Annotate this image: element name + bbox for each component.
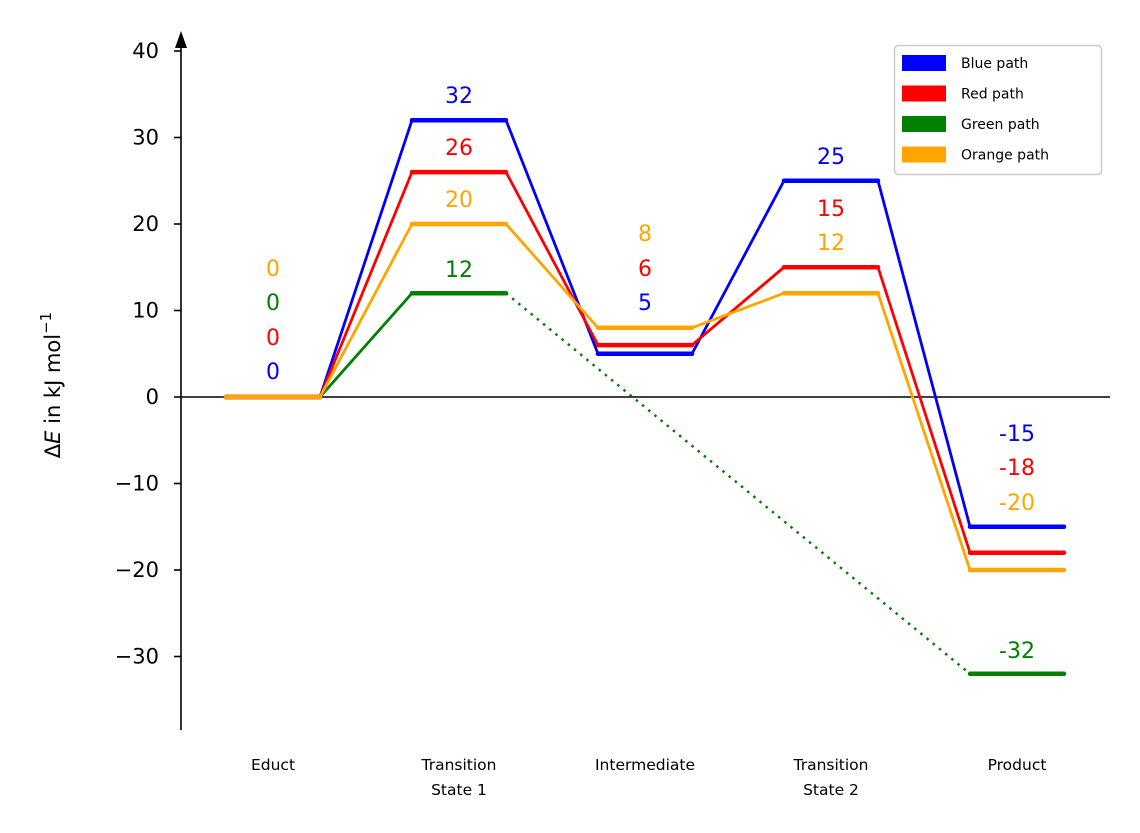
y-axis-arrow: [175, 31, 187, 48]
value-label: 0: [266, 257, 280, 282]
connector-line: [504, 223, 600, 329]
y-tick-label: 30: [132, 126, 159, 150]
y-tick-label: 20: [132, 212, 159, 236]
x-category-label: State 2: [803, 781, 859, 799]
connector-line: [691, 266, 785, 347]
x-category-label: Educt: [251, 756, 295, 774]
x-category-label: State 1: [431, 781, 487, 799]
x-category-label: Transition: [793, 756, 869, 774]
legend-swatch: [902, 146, 946, 163]
series-orange-path: [223, 221, 1067, 573]
series-blue-path: [223, 117, 1067, 529]
connector-line: [876, 266, 972, 554]
y-tick-label: −10: [115, 472, 159, 496]
legend-frame: [893, 44, 1103, 176]
dotted-connector: [505, 292, 971, 675]
value-label: 12: [817, 231, 845, 256]
value-label: -18: [999, 456, 1035, 481]
legend-swatch: [902, 55, 946, 71]
y-tick-label: −20: [115, 558, 159, 582]
connector-line: [318, 292, 414, 398]
y-axis-label: ΔE in kJ mol−1: [37, 312, 65, 458]
legend-label: Blue path: [961, 56, 1028, 72]
y-tick-label: −30: [115, 645, 159, 669]
y-tick-label: 10: [132, 299, 159, 323]
value-label: -15: [999, 422, 1035, 447]
connector-line: [691, 291, 785, 330]
value-label: -20: [999, 491, 1035, 516]
value-label: 0: [266, 360, 280, 385]
value-label: 0: [266, 291, 280, 316]
value-label: 26: [445, 136, 473, 161]
value-label: 0: [266, 326, 280, 351]
legend-swatch: [902, 116, 946, 132]
connector-line: [504, 171, 600, 346]
legend-swatch: [902, 85, 946, 102]
legend-label: Orange path: [961, 148, 1049, 164]
x-category-label: Intermediate: [595, 756, 695, 774]
connector-line: [690, 180, 786, 355]
value-label: 32: [445, 84, 473, 109]
value-label: 5: [638, 291, 652, 316]
legend: Blue path Red path Green path Orange path: [893, 44, 1103, 176]
value-label: -32: [999, 639, 1035, 664]
x-category-label: Transition: [421, 756, 497, 774]
value-label: 8: [638, 222, 652, 247]
series-green-path: [223, 290, 1067, 677]
connector-line: [318, 171, 414, 398]
connector-line: [876, 292, 972, 571]
legend-label: Red path: [961, 87, 1024, 103]
value-label: 25: [817, 145, 845, 170]
y-tick-label: 40: [132, 39, 159, 63]
connector-line: [876, 180, 972, 528]
value-label: 6: [638, 257, 652, 282]
value-label: 15: [817, 197, 845, 222]
value-label: 12: [445, 258, 473, 283]
connector-line: [318, 119, 414, 398]
value-label: 20: [445, 188, 473, 213]
x-category-label: Product: [988, 756, 1047, 774]
connector-line: [318, 223, 414, 398]
legend-label: Green path: [961, 117, 1040, 133]
y-tick-label: 0: [146, 385, 159, 409]
